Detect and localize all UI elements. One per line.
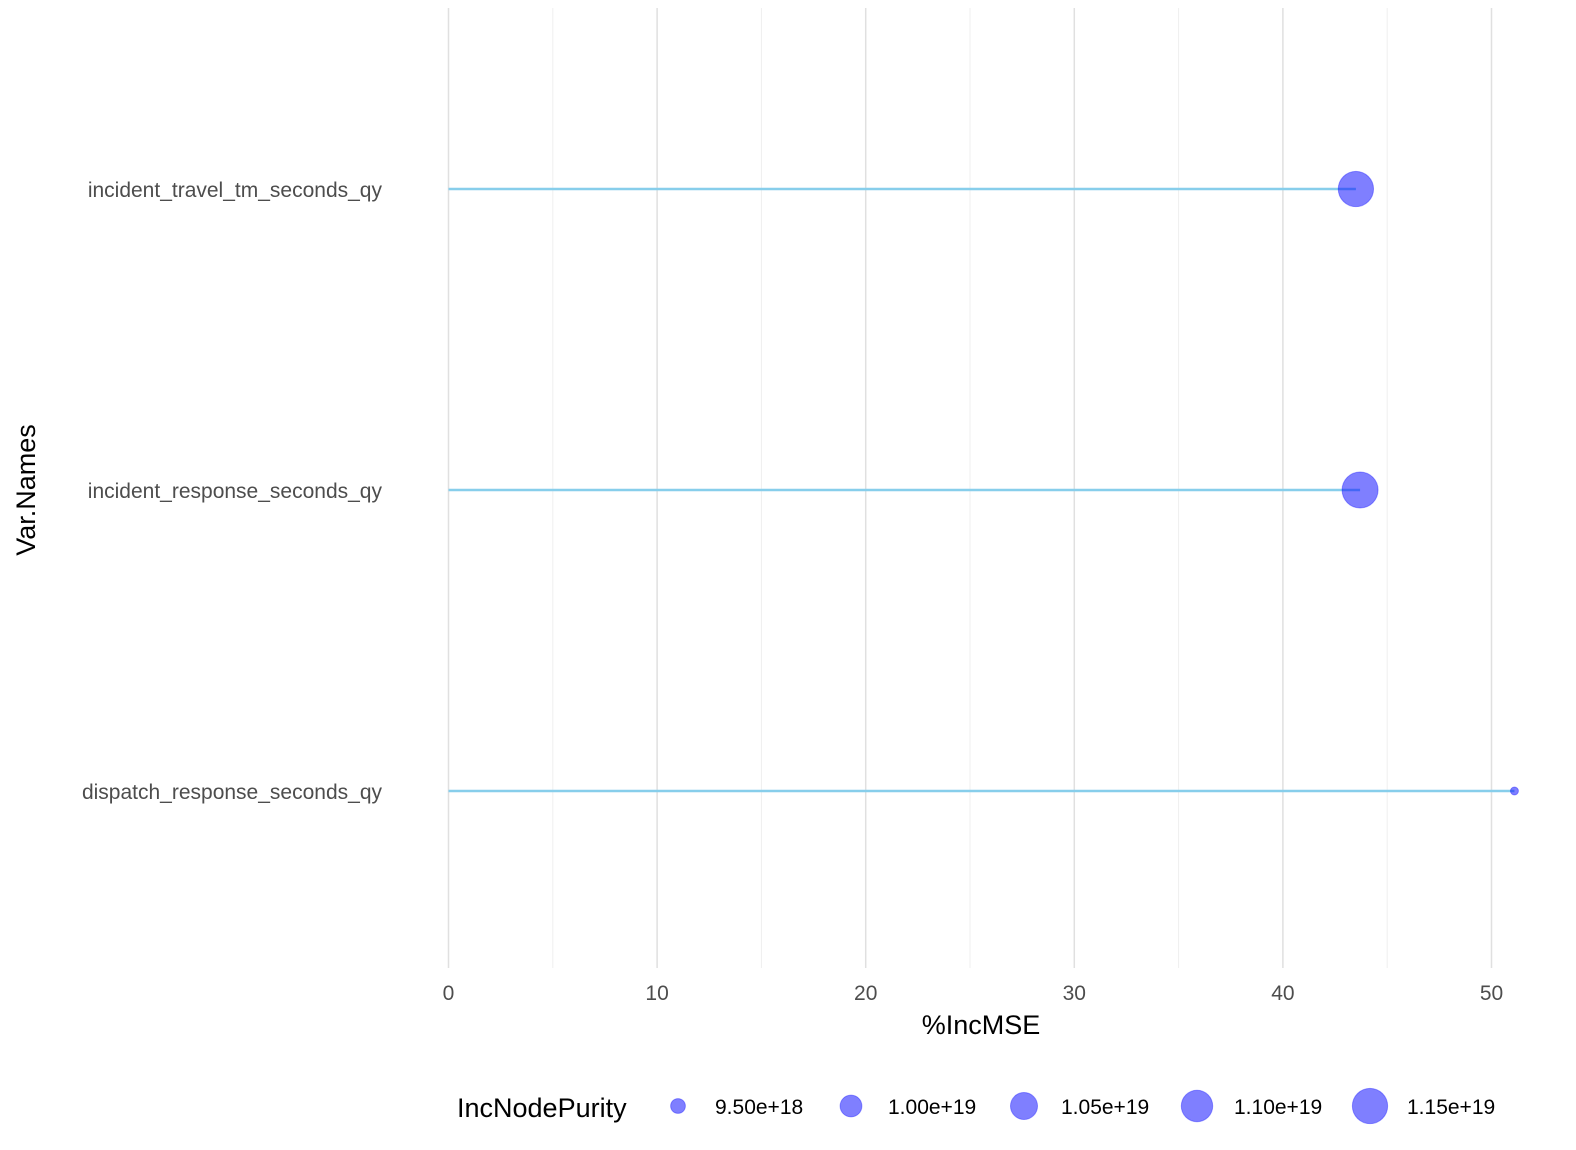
lollipop-point: [1337, 170, 1375, 208]
legend-key: [839, 1094, 863, 1118]
y-tick-label: dispatch_response_seconds_qy: [82, 781, 383, 804]
legend-label: 9.50e+18: [715, 1096, 803, 1119]
lollipop-point: [1509, 786, 1519, 796]
x-axis-title: %IncMSE: [922, 1010, 1041, 1040]
grid-lines: [447, 8, 1493, 968]
y-tick-label: incident_response_seconds_qy: [88, 480, 383, 503]
x-tick-label: 40: [1271, 982, 1294, 1005]
legend-key: [670, 1098, 686, 1114]
y-tick-labels: incident_travel_tm_seconds_qy incident_re…: [82, 179, 383, 804]
lollipop-stems: [448, 187, 1515, 793]
x-tick-label: 30: [1063, 982, 1086, 1005]
legend-items: 9.50e+18 1.00e+19 1.05e+19 1.10e+19 1.15e+19: [670, 1087, 1495, 1125]
legend-key: [1009, 1091, 1039, 1121]
x-tick-label: 10: [645, 982, 668, 1005]
legend-label: 1.05e+19: [1061, 1096, 1149, 1119]
legend-key: [1351, 1087, 1389, 1125]
legend-label: 1.00e+19: [888, 1096, 976, 1119]
x-tick-label: 0: [443, 982, 455, 1005]
lollipop-points: [1337, 170, 1519, 796]
legend-key: [1180, 1089, 1214, 1123]
y-tick-label: incident_travel_tm_seconds_qy: [88, 179, 383, 202]
x-tick-label: 50: [1480, 982, 1503, 1005]
legend: IncNodePurity 9.50e+18 1.00e+19 1.05e+19 1.…: [457, 1087, 1495, 1125]
x-tick-label: 20: [854, 982, 877, 1005]
legend-label: 1.10e+19: [1234, 1096, 1322, 1119]
legend-label: 1.15e+19: [1407, 1096, 1495, 1119]
legend-title: IncNodePurity: [457, 1093, 627, 1123]
y-axis-title: Var.Names: [11, 424, 41, 556]
x-tick-labels: 0 10 20 30 40 50: [443, 982, 1504, 1005]
lollipop-point: [1341, 471, 1379, 509]
